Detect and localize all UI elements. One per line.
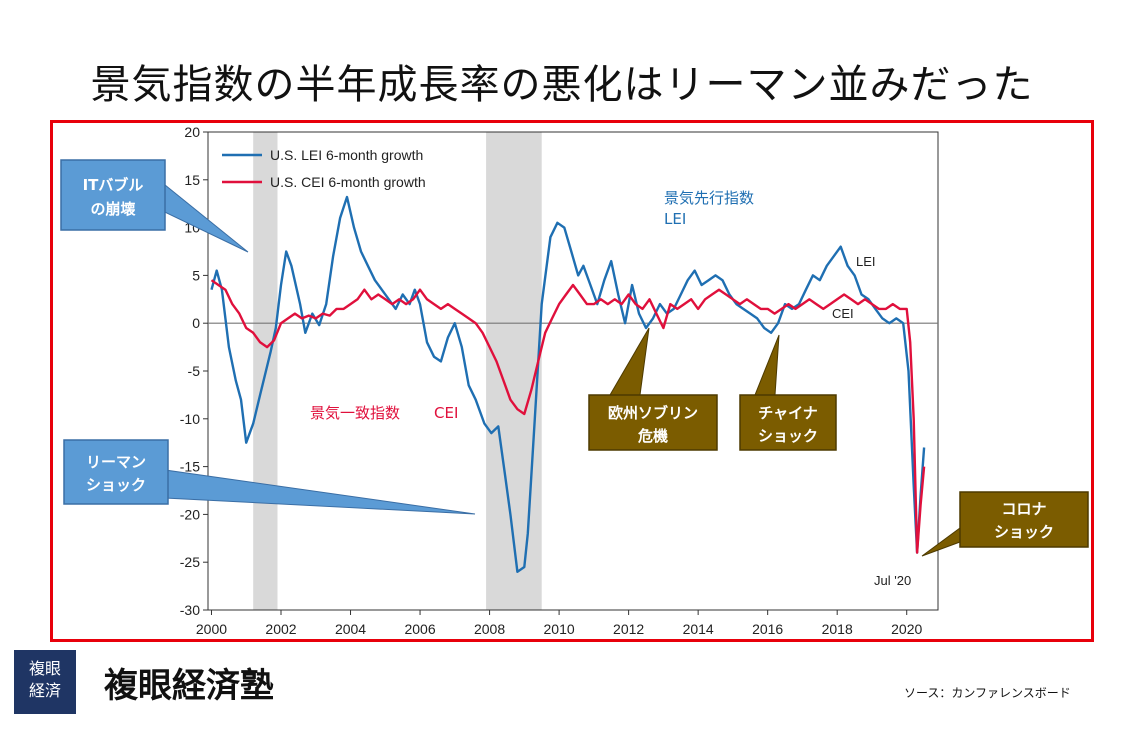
- legend-label-cei: U.S. CEI 6-month growth: [270, 174, 426, 190]
- chart-legend: U.S. LEI 6-month growth U.S. CEI 6-month…: [222, 147, 426, 190]
- callout-china-shock: チャイナ ショック: [739, 334, 837, 451]
- source-note: ソース：カンファレンスボード: [904, 686, 1071, 700]
- callout-corona-line1: コロナ: [1001, 500, 1046, 518]
- x-tick-label: 2006: [404, 621, 435, 637]
- x-tick-label: 2016: [752, 621, 783, 637]
- y-tick-label: -25: [180, 554, 200, 570]
- x-tick-label: 2000: [196, 621, 227, 637]
- callout-euro-line2: 危機: [638, 427, 668, 445]
- lei-annotation-bg: [655, 180, 820, 232]
- cei-annotation-en: CEI: [434, 404, 458, 422]
- x-tick-label: 2008: [474, 621, 505, 637]
- cei-line-label: CEI: [832, 306, 854, 321]
- recession-shading: [253, 132, 542, 610]
- callout-corona-shock: コロナ ショック: [921, 491, 1089, 557]
- x-tick-label: 2004: [335, 621, 366, 637]
- y-tick-label: -10: [180, 411, 200, 427]
- brand-logo-line1: 複眼: [28, 659, 61, 678]
- callout-it-bubble-line2: の崩壊: [90, 200, 135, 218]
- brand-name: 複眼経済塾: [104, 666, 274, 706]
- y-tick-label: 0: [192, 315, 200, 331]
- lei-annotation-en: LEI: [664, 210, 686, 228]
- x-tick-label: 2012: [613, 621, 644, 637]
- legend-label-lei: U.S. LEI 6-month growth: [270, 147, 423, 163]
- y-tick-label: -5: [188, 363, 201, 379]
- x-tick-label: 2010: [544, 621, 575, 637]
- y-tick-label: -20: [180, 506, 200, 522]
- cei-annotation-jp: 景気一致指数: [310, 404, 400, 422]
- plot-area-border: [207, 131, 939, 611]
- jul20-label: Jul '20: [874, 573, 911, 588]
- y-tick-label: 5: [192, 267, 200, 283]
- x-tick-label: 2002: [265, 621, 296, 637]
- brand-logo: 複眼 経済: [14, 650, 76, 714]
- lei-annotation-jp: 景気先行指数: [664, 189, 754, 207]
- y-tick-label: 20: [184, 124, 200, 140]
- page-title: 景気指数の半年成長率の悪化はリーマン並みだった: [90, 62, 1034, 108]
- series-line-lei: [210, 195, 926, 573]
- chart-frame: [50, 120, 1094, 642]
- callout-china-line2: ショック: [758, 427, 818, 445]
- x-tick-label: 2020: [891, 621, 922, 637]
- callout-china-line1: チャイナ: [758, 404, 818, 422]
- y-tick-label: 15: [184, 172, 200, 188]
- recession-band-2: [486, 132, 542, 610]
- x-tick-label: 2014: [683, 621, 714, 637]
- callout-corona-line2: ショック: [994, 523, 1054, 541]
- brand-logo-line2: 経済: [28, 681, 61, 700]
- callout-lehman-line1: リーマン: [86, 453, 146, 471]
- callout-euro-line1: 欧州ソブリン: [608, 404, 698, 422]
- callout-lehman-line2: ショック: [86, 476, 146, 494]
- series-line-cei: [210, 279, 926, 554]
- callout-it-bubble: ITバブル の崩壊: [60, 159, 249, 253]
- x-tick-label: 2018: [822, 621, 853, 637]
- lei-line-label: LEI: [856, 254, 876, 269]
- callout-lehman: リーマン ショック: [63, 439, 476, 515]
- y-tick-label: -30: [180, 602, 200, 618]
- callout-euro-crisis: 欧州ソブリン 危機: [588, 327, 718, 451]
- y-tick-label: -15: [180, 459, 200, 475]
- chart-series: [210, 195, 926, 573]
- callout-it-bubble-line1: ITバブル: [83, 176, 144, 194]
